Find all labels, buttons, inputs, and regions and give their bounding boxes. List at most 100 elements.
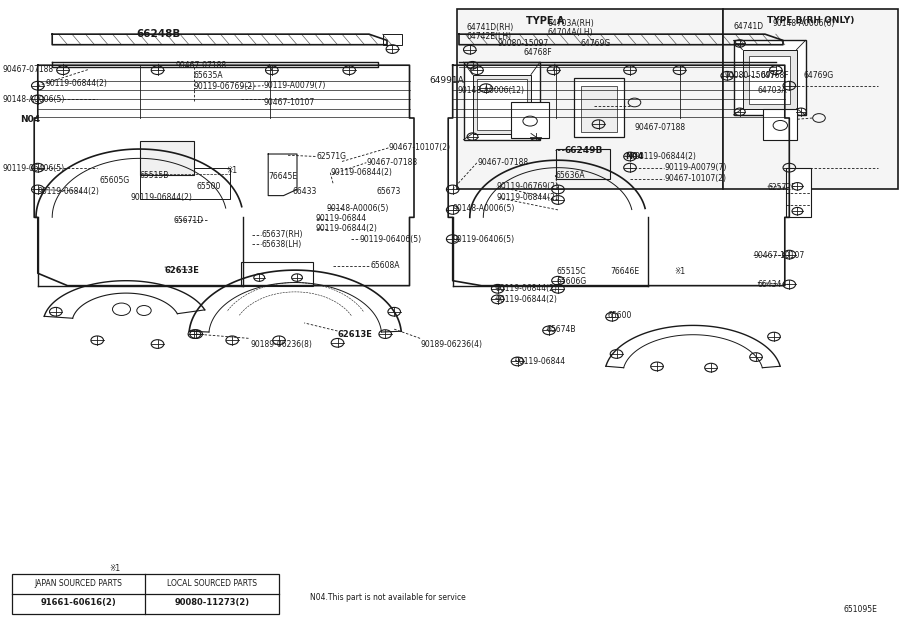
Text: 90119-06844(2): 90119-06844(2) <box>634 152 697 161</box>
Text: ※1: ※1 <box>227 166 238 175</box>
Text: 64769G: 64769G <box>580 39 611 48</box>
Text: 90119-06406(5): 90119-06406(5) <box>453 235 515 243</box>
Text: 76645E: 76645E <box>268 173 297 181</box>
Text: 90467-10107: 90467-10107 <box>264 98 315 107</box>
Text: 90119-06769(2): 90119-06769(2) <box>497 182 559 191</box>
Text: 90119-06844: 90119-06844 <box>515 357 566 366</box>
Bar <box>140 168 230 199</box>
Text: 65638(LH): 65638(LH) <box>261 240 302 248</box>
Text: 90080-15097: 90080-15097 <box>498 39 549 48</box>
Text: N04: N04 <box>626 152 644 161</box>
Text: 90119-06844(2): 90119-06844(2) <box>330 168 392 177</box>
Bar <box>12 574 279 614</box>
Text: 64768F: 64768F <box>524 48 553 57</box>
Text: 65605G: 65605G <box>99 176 130 184</box>
Bar <box>511 102 549 138</box>
Text: 62613E: 62613E <box>338 330 373 338</box>
Text: 90080-15097: 90080-15097 <box>724 71 776 80</box>
Text: 90148-A0006(5): 90148-A0006(5) <box>453 204 515 212</box>
Text: N04: N04 <box>20 115 40 124</box>
Bar <box>477 79 526 130</box>
Text: 66433: 66433 <box>292 187 317 196</box>
Text: 90148-A0006(12): 90148-A0006(12) <box>457 86 524 94</box>
Text: 65636A: 65636A <box>555 171 585 179</box>
Text: 90467-10107: 90467-10107 <box>753 252 805 260</box>
Text: ※1: ※1 <box>674 268 685 276</box>
Text: 90119-06406(5): 90119-06406(5) <box>360 235 422 243</box>
Text: 65674B: 65674B <box>546 325 576 333</box>
Text: 64742E(LH): 64742E(LH) <box>466 32 511 40</box>
Text: 64703A(RH): 64703A(RH) <box>547 19 594 28</box>
Text: 65608A: 65608A <box>371 261 400 270</box>
Text: 90467-07188: 90467-07188 <box>634 123 686 132</box>
Bar <box>749 56 790 104</box>
Text: 65635A: 65635A <box>194 71 223 80</box>
Text: 90119-06844(2): 90119-06844(2) <box>45 79 107 88</box>
Text: 65600: 65600 <box>608 311 632 320</box>
Bar <box>763 109 797 140</box>
Bar <box>574 78 624 137</box>
Text: 65606G: 65606G <box>556 277 587 286</box>
Bar <box>464 62 540 140</box>
Bar <box>742 50 796 109</box>
Bar <box>382 34 402 45</box>
Text: JAPAN SOURCED PARTS: JAPAN SOURCED PARTS <box>34 579 122 588</box>
Text: 90467-07188: 90467-07188 <box>477 158 528 167</box>
Bar <box>457 9 723 189</box>
Text: 65673: 65673 <box>376 187 400 196</box>
Text: 64704A(LH): 64704A(LH) <box>547 28 593 37</box>
Text: 90119-06844(2): 90119-06844(2) <box>495 284 557 293</box>
Bar <box>472 75 531 134</box>
Bar <box>556 149 610 179</box>
Text: 90148-A0006(6): 90148-A0006(6) <box>772 19 834 28</box>
Text: 64741D: 64741D <box>734 22 763 30</box>
Text: 90119-06406(5): 90119-06406(5) <box>3 165 65 173</box>
Text: 65671D: 65671D <box>174 216 203 225</box>
Text: N04.This part is not available for service: N04.This part is not available for servi… <box>310 593 466 602</box>
Text: 64768F: 64768F <box>760 71 789 80</box>
Text: TYPE A: TYPE A <box>526 16 564 25</box>
Text: 90119-06844: 90119-06844 <box>315 214 366 223</box>
Bar <box>734 40 806 115</box>
Text: 65515B: 65515B <box>140 171 169 179</box>
Text: 64741D(RH): 64741D(RH) <box>466 24 513 32</box>
Text: 90189-06236(8): 90189-06236(8) <box>250 340 312 349</box>
Text: 64991A: 64991A <box>429 76 464 85</box>
Text: 90119-06769(2): 90119-06769(2) <box>194 83 256 91</box>
Text: 90148-A0006(5): 90148-A0006(5) <box>3 95 65 104</box>
Text: 91661-60616(2): 91661-60616(2) <box>40 599 116 607</box>
Text: TYPE B(RH ONLY): TYPE B(RH ONLY) <box>767 16 854 24</box>
Text: 90148-A0006(5): 90148-A0006(5) <box>327 204 389 212</box>
Text: 66248B: 66248B <box>137 29 181 39</box>
Text: 66434: 66434 <box>758 280 782 289</box>
Text: 90467-10107(2): 90467-10107(2) <box>389 143 451 152</box>
Bar <box>723 9 898 189</box>
Text: 90119-06844(2): 90119-06844(2) <box>497 193 559 202</box>
Text: 90119-06844(2): 90119-06844(2) <box>38 187 100 196</box>
Text: 64769G: 64769G <box>804 71 834 80</box>
Text: 65500: 65500 <box>196 182 220 191</box>
Text: 90467-07188: 90467-07188 <box>176 61 227 70</box>
Text: 90467-07188: 90467-07188 <box>366 158 418 167</box>
Bar <box>786 168 811 217</box>
Text: 62613E: 62613E <box>165 266 200 274</box>
Bar <box>241 262 313 286</box>
Text: 90467-10107(2): 90467-10107(2) <box>664 175 726 183</box>
Text: 90119-06844(2): 90119-06844(2) <box>130 193 193 202</box>
Text: LOCAL SOURCED PARTS: LOCAL SOURCED PARTS <box>167 579 257 588</box>
Text: 90119-06844(2): 90119-06844(2) <box>495 295 557 304</box>
Text: 90467-07188: 90467-07188 <box>3 65 54 74</box>
Text: 90189-06236(4): 90189-06236(4) <box>420 340 482 349</box>
Text: 90119-06844(2): 90119-06844(2) <box>315 224 377 233</box>
Text: 90119-A0079(7): 90119-A0079(7) <box>664 163 726 172</box>
Text: 651095E: 651095E <box>843 605 878 614</box>
Text: 66249B: 66249B <box>564 146 603 155</box>
Text: ※1: ※1 <box>110 564 121 573</box>
Text: 76646E: 76646E <box>610 268 639 276</box>
Text: 62571G: 62571G <box>317 152 346 161</box>
Text: 90080-11273(2): 90080-11273(2) <box>175 599 249 607</box>
Bar <box>140 141 194 175</box>
Text: 64703A: 64703A <box>758 86 788 94</box>
Bar <box>580 86 616 132</box>
Text: 90119-A0079(7): 90119-A0079(7) <box>264 81 326 90</box>
